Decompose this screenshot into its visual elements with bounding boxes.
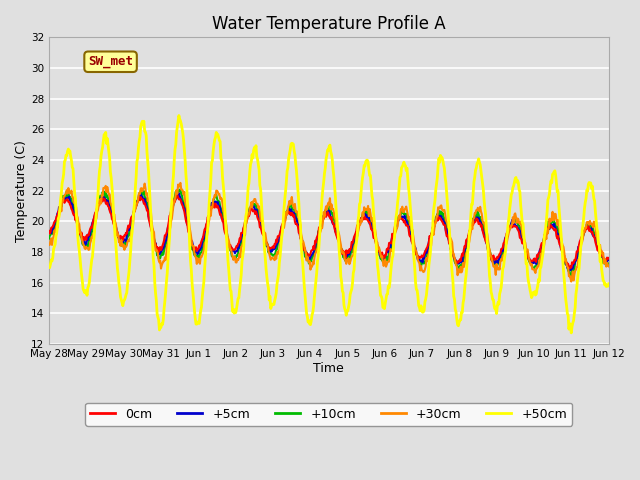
Title: Water Temperature Profile A: Water Temperature Profile A <box>212 15 445 33</box>
X-axis label: Time: Time <box>314 362 344 375</box>
Y-axis label: Temperature (C): Temperature (C) <box>15 140 28 241</box>
Text: SW_met: SW_met <box>88 55 133 68</box>
Legend: 0cm, +5cm, +10cm, +30cm, +50cm: 0cm, +5cm, +10cm, +30cm, +50cm <box>85 403 572 426</box>
